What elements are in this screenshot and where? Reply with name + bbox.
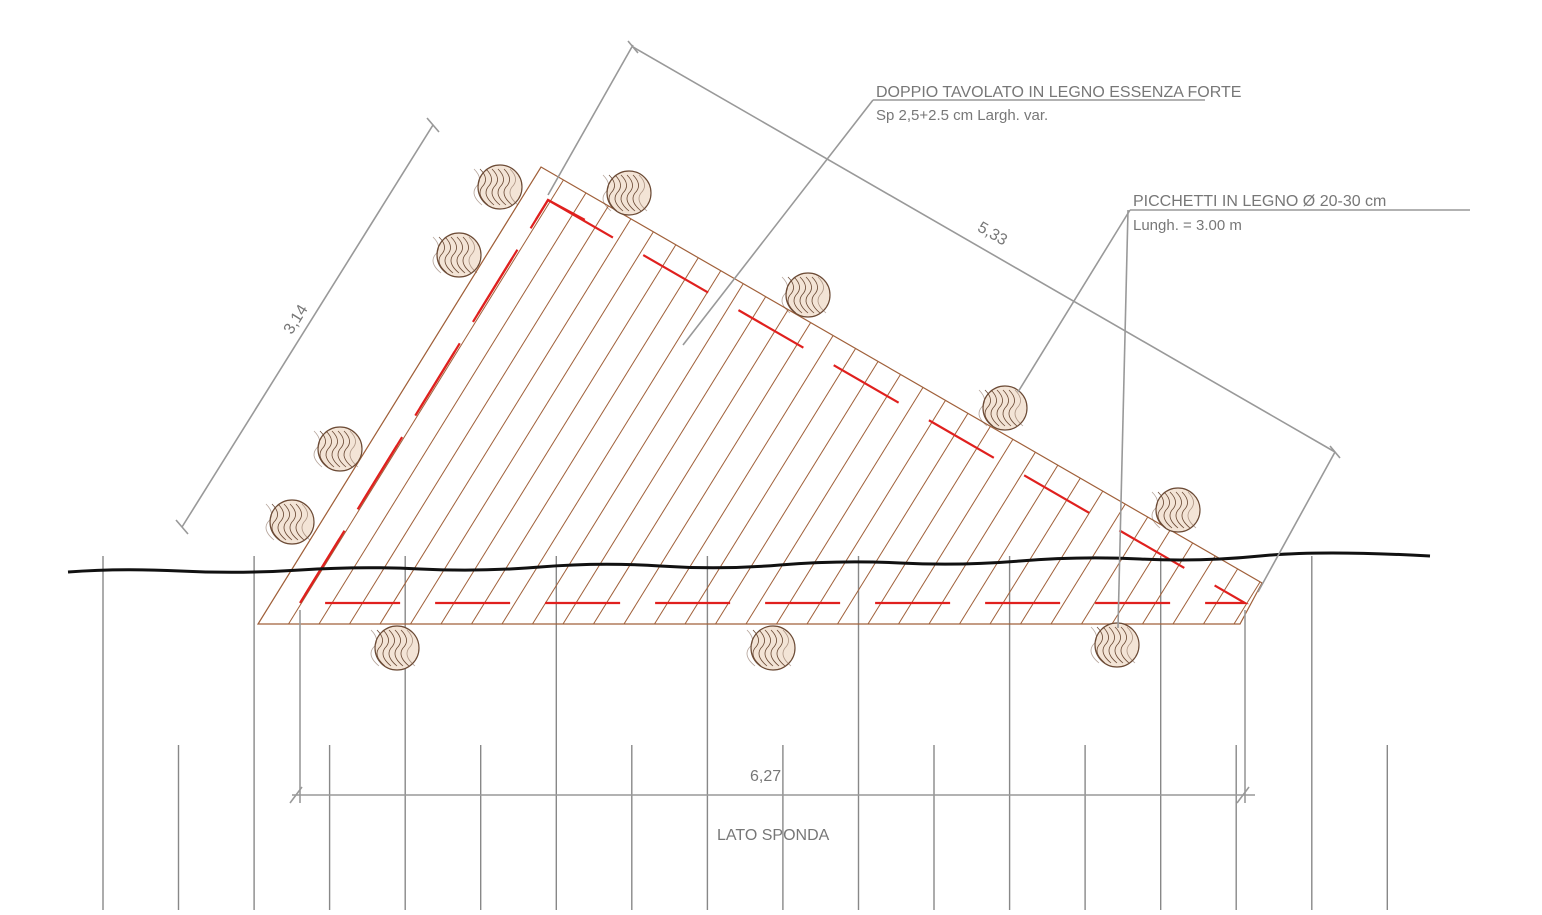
label: LATO SPONDA: [717, 827, 830, 844]
label: Sp 2,5+2.5 cm Largh. var.: [876, 107, 1048, 124]
label: PICCHETTI IN LEGNO Ø 20-30 cm: [1133, 193, 1386, 210]
dimension: 6,27: [750, 768, 781, 785]
label: DOPPIO TAVOLATO IN LEGNO ESSENZA FORTE: [876, 84, 1241, 101]
label: Lungh. = 3.00 m: [1133, 217, 1242, 234]
